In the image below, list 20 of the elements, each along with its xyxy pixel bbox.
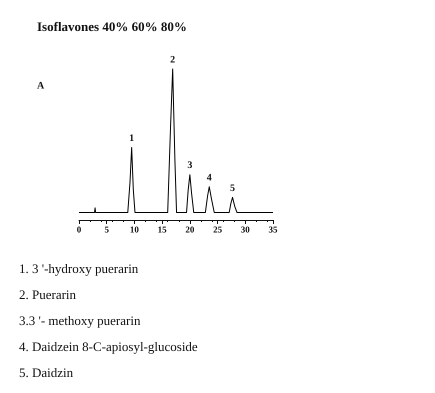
x-tick-label: 15	[158, 224, 168, 234]
chart-title: Isoflavones 40% 60% 80%	[37, 19, 187, 34]
x-tick-label: 20	[185, 224, 195, 234]
annotation: 1	[129, 133, 134, 144]
x-tick-label: 5	[104, 224, 110, 234]
text: 3.3 '- methoxy puerarin	[19, 312, 142, 330]
text: 4. Daidzein 8-C-apiosyl-glucoside	[19, 338, 198, 356]
annotation: 5	[230, 182, 236, 194]
text: 5. Daidzin	[19, 364, 74, 382]
x-tick-label: 30	[240, 224, 250, 234]
text: 2. Puerarin	[19, 286, 78, 304]
x-tick-label: 10	[130, 224, 140, 234]
x-tick-label: 35	[268, 224, 278, 234]
annotation: 2	[170, 54, 176, 66]
text: 1. 3 '-hydroxy puerarin	[19, 260, 140, 278]
x-tick-label: 25	[213, 224, 223, 234]
annotation: 4	[206, 172, 212, 184]
x-tick-label: 0	[76, 224, 82, 234]
annotation: 3	[187, 160, 192, 172]
text: A	[37, 80, 45, 92]
